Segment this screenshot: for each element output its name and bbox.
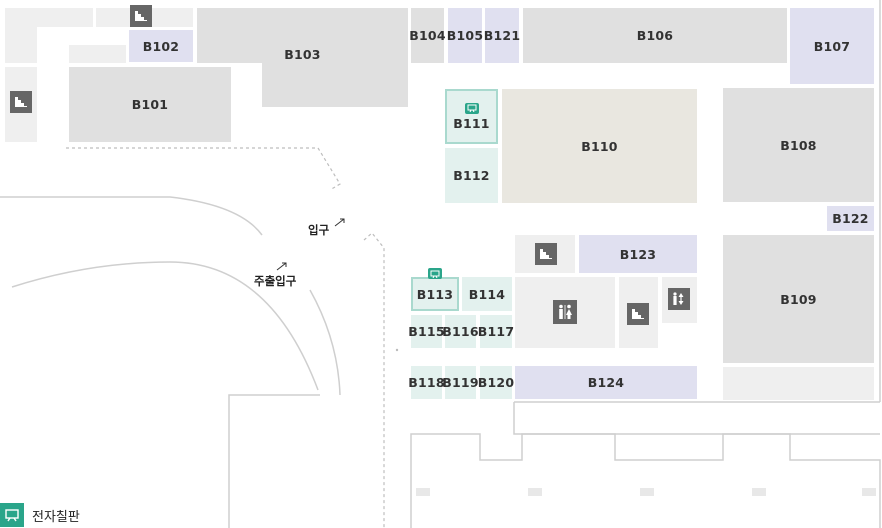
room-b103-extension[interactable]	[262, 60, 408, 107]
room-label: B122	[832, 211, 869, 226]
corridor-block	[723, 367, 874, 400]
room-b115[interactable]: B115	[408, 315, 445, 348]
room-b105[interactable]: B105	[446, 8, 484, 63]
room-label: B124	[587, 375, 625, 390]
room-b119[interactable]: B119	[442, 366, 479, 399]
corridor-block	[69, 45, 126, 63]
room-b111[interactable]: B111	[445, 89, 498, 144]
room-label: B123	[619, 246, 657, 262]
room-label: B106	[636, 28, 674, 43]
room-b116[interactable]: B116	[442, 315, 479, 348]
room-label: B112	[453, 168, 490, 183]
electronic-board-icon	[464, 102, 479, 114]
stairs-icon[interactable]	[10, 91, 32, 113]
room-b102[interactable]: B102	[129, 30, 193, 62]
room-b117[interactable]: B117	[477, 315, 515, 348]
room-label: B120	[477, 375, 515, 390]
room-b120[interactable]: B120	[477, 366, 515, 399]
room-label: B121	[483, 28, 521, 43]
entrance-label: 입구	[308, 223, 330, 237]
room-b118[interactable]: B118	[408, 366, 445, 399]
main-entrance-label: 주출입구	[254, 274, 297, 288]
room-b112[interactable]: B112	[445, 148, 498, 203]
room-label: B113	[416, 286, 454, 302]
room-b122[interactable]: B122	[827, 206, 874, 231]
room-b106[interactable]: B106	[523, 8, 787, 63]
room-label: B110	[581, 138, 618, 154]
room-b113[interactable]: B113	[411, 277, 459, 311]
room-b108[interactable]: B108	[723, 88, 874, 202]
room-label: B119	[442, 375, 479, 390]
room-label: B111	[453, 115, 490, 131]
room-b104[interactable]: B104	[409, 8, 446, 63]
room-b109[interactable]: B109	[723, 235, 874, 363]
room-b123[interactable]: B123	[579, 235, 697, 273]
room-label: B108	[780, 137, 817, 153]
room-label: B114	[468, 286, 506, 302]
stairs-icon[interactable]	[535, 243, 557, 265]
room-b124[interactable]: B124	[515, 366, 697, 399]
electronic-board-icon	[0, 503, 24, 527]
room-label: B116	[442, 324, 479, 339]
room-label: B109	[780, 291, 817, 307]
room-b101[interactable]: B101	[69, 67, 231, 142]
electronic-board-icon	[428, 268, 442, 279]
stairs-icon[interactable]	[627, 303, 649, 325]
room-label: B105	[446, 28, 484, 43]
room-b107[interactable]: B107	[790, 8, 874, 84]
room-b121[interactable]: B121	[483, 8, 521, 63]
legend: 전자칠판	[0, 503, 80, 527]
room-label: B117	[477, 324, 515, 339]
room-label: B118	[408, 375, 445, 390]
corridor-block	[5, 8, 93, 27]
room-label: B101	[131, 97, 169, 112]
legend-label: 전자칠판	[32, 509, 80, 525]
room-label: B115	[408, 324, 445, 339]
arrow-icon	[334, 218, 345, 227]
corridor-block	[5, 27, 37, 63]
room-label: B104	[409, 28, 446, 43]
elevator-icon[interactable]	[668, 288, 690, 310]
room-label: B107	[813, 38, 851, 54]
restroom-icon[interactable]	[553, 300, 577, 324]
room-label: B103	[284, 47, 321, 62]
room-b110[interactable]: B110	[502, 89, 697, 203]
room-b103[interactable]: B103	[197, 8, 408, 63]
room-label: B102	[142, 38, 180, 54]
room-b114[interactable]: B114	[462, 277, 512, 311]
stairs-icon[interactable]	[130, 5, 152, 27]
arrow-icon	[276, 262, 287, 271]
